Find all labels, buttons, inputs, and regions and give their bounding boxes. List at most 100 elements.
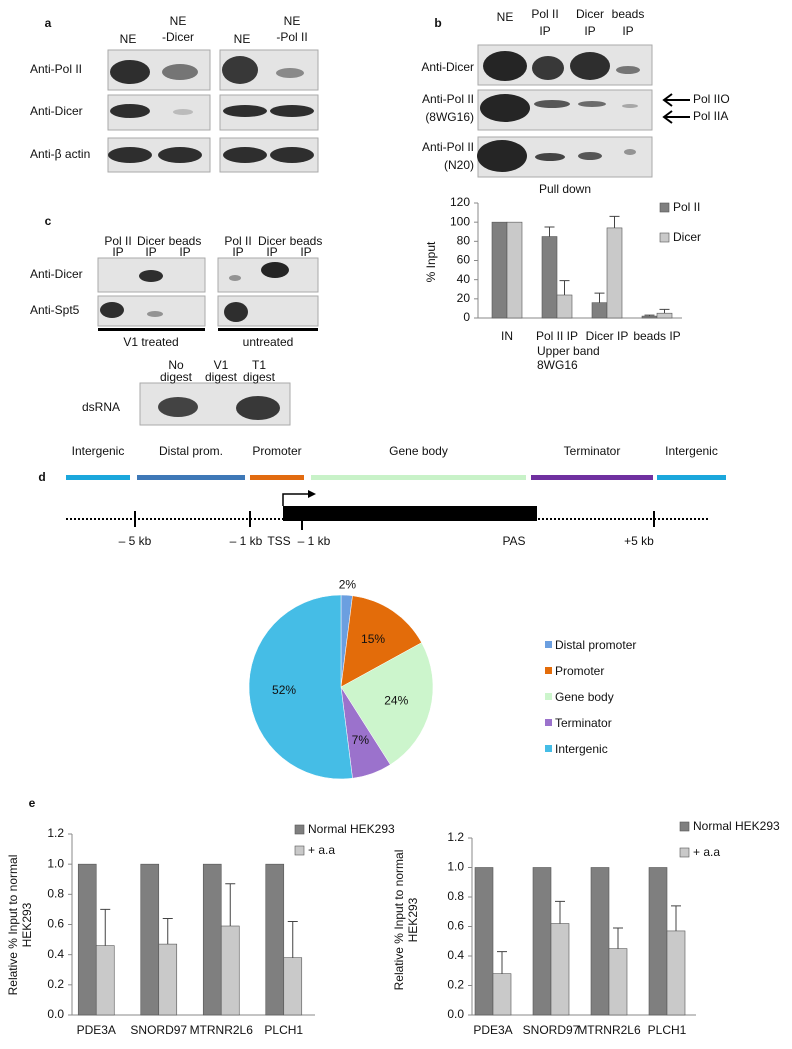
label: NE bbox=[234, 32, 251, 46]
label: beads bbox=[612, 7, 645, 21]
band bbox=[110, 60, 150, 84]
x-tick-label: IN bbox=[501, 329, 513, 343]
label: NE bbox=[120, 32, 137, 46]
error-bar bbox=[497, 951, 507, 974]
bar bbox=[648, 867, 668, 1016]
region-bar bbox=[531, 475, 653, 480]
band bbox=[624, 149, 636, 155]
band bbox=[477, 140, 527, 172]
y-tick-label: 1.0 bbox=[447, 860, 464, 874]
legend-label: Promoter bbox=[555, 664, 604, 678]
error-bar bbox=[613, 927, 623, 949]
band bbox=[158, 147, 202, 163]
pie-label: 15% bbox=[361, 632, 385, 646]
label: IP bbox=[179, 245, 190, 259]
label: IP bbox=[584, 24, 595, 38]
band bbox=[535, 153, 565, 161]
band bbox=[480, 94, 530, 122]
y-tick-label: 0.6 bbox=[447, 919, 464, 933]
band bbox=[483, 51, 527, 81]
y-tick-label: 20 bbox=[457, 291, 471, 305]
label: untreated bbox=[243, 335, 294, 349]
y-tick-label: 0.4 bbox=[447, 948, 464, 962]
band bbox=[110, 104, 150, 118]
label: Anti-Pol II bbox=[422, 140, 474, 154]
bar bbox=[541, 236, 558, 319]
bar bbox=[265, 863, 285, 1016]
bar bbox=[283, 957, 303, 1016]
legend-label: Gene body bbox=[555, 690, 614, 704]
label: Pol IIA bbox=[693, 109, 728, 123]
arrow-head bbox=[662, 93, 673, 107]
region-bar bbox=[657, 475, 726, 480]
bar bbox=[532, 867, 552, 1016]
band bbox=[578, 152, 602, 160]
panel-label: a bbox=[45, 16, 52, 30]
legend-label: Normal HEK293 bbox=[693, 819, 780, 833]
band bbox=[616, 66, 640, 74]
pie-label: 24% bbox=[384, 693, 408, 707]
legend-swatch bbox=[294, 824, 305, 835]
label: Intergenic bbox=[665, 444, 718, 458]
band bbox=[534, 100, 570, 108]
band bbox=[570, 52, 610, 80]
legend-swatch bbox=[679, 821, 690, 832]
y-tick-label: 0.0 bbox=[447, 1007, 464, 1021]
panel-label: c bbox=[45, 214, 52, 228]
region-bar bbox=[311, 475, 526, 480]
legend-swatch bbox=[545, 719, 552, 726]
bar bbox=[506, 221, 523, 319]
band bbox=[229, 275, 241, 281]
label: Terminator bbox=[564, 444, 621, 458]
legend-swatch bbox=[294, 845, 305, 856]
bar bbox=[608, 948, 628, 1016]
error-bar bbox=[162, 917, 173, 945]
band bbox=[622, 104, 638, 108]
x-tick-label: PLCH1 bbox=[264, 1023, 303, 1037]
x-tick-label: SNORD97 bbox=[523, 1023, 580, 1037]
pie-label: 52% bbox=[272, 683, 296, 697]
label: IP bbox=[145, 245, 156, 259]
band bbox=[270, 105, 314, 117]
band bbox=[224, 302, 248, 322]
y-tick-label: 0.4 bbox=[47, 947, 64, 961]
error-bar bbox=[609, 215, 620, 228]
label: Anti-Spt5 bbox=[30, 303, 80, 317]
x-tick-label: beads IP bbox=[633, 329, 680, 343]
label: Anti-β actin bbox=[30, 147, 90, 161]
bar bbox=[641, 315, 658, 319]
legend-label: Dicer bbox=[673, 230, 701, 244]
error-bar bbox=[544, 226, 555, 237]
band bbox=[139, 270, 163, 282]
bar bbox=[202, 863, 222, 1016]
region-bar bbox=[66, 475, 130, 480]
error-bar bbox=[659, 308, 670, 314]
label: V1 bbox=[214, 358, 229, 372]
band bbox=[108, 147, 152, 163]
band bbox=[223, 105, 267, 117]
band bbox=[236, 396, 280, 420]
pie-slice bbox=[340, 595, 422, 688]
bar bbox=[666, 930, 686, 1016]
y-tick-label: 100 bbox=[450, 214, 470, 228]
error-bar bbox=[671, 905, 681, 931]
legend-swatch bbox=[679, 847, 690, 858]
y-axis-label: Relative % Input to normal bbox=[392, 850, 406, 991]
bar bbox=[474, 867, 494, 1016]
error-bar bbox=[594, 292, 605, 303]
bar bbox=[140, 863, 160, 1016]
legend-label: Pol II bbox=[673, 200, 700, 214]
legend-swatch bbox=[545, 745, 552, 752]
legend-swatch bbox=[545, 693, 552, 700]
label: Anti-Dicer bbox=[30, 267, 83, 281]
x-tick-label: Dicer IP bbox=[586, 329, 629, 343]
tss-arrow bbox=[282, 493, 312, 506]
legend-label: Terminator bbox=[555, 716, 612, 730]
label: IP bbox=[232, 245, 243, 259]
y-tick-label: 40 bbox=[457, 272, 471, 286]
y-tick-label: 1.2 bbox=[47, 826, 64, 840]
x-tick-label: PDE3A bbox=[473, 1023, 512, 1037]
y-axis-label: % Input bbox=[424, 241, 438, 282]
label: V1 treated bbox=[123, 335, 178, 349]
y-tick-label: 80 bbox=[457, 234, 471, 248]
